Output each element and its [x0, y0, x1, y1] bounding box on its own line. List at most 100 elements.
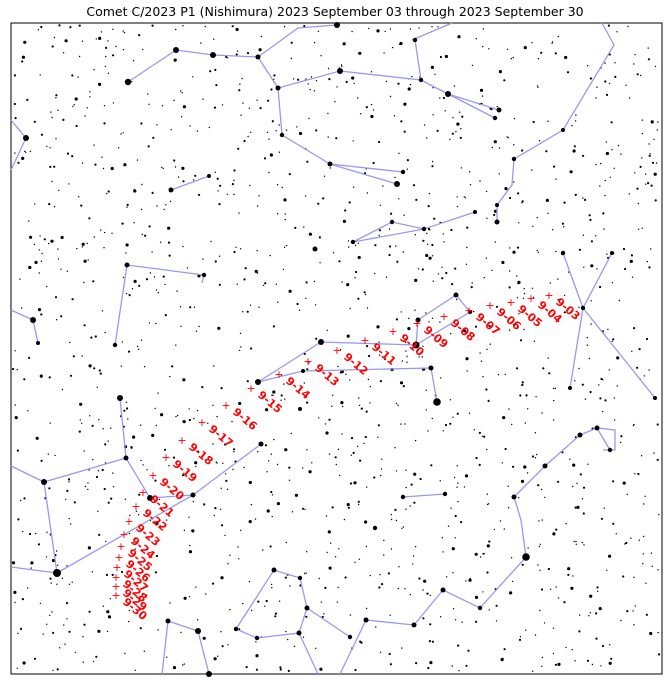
star — [288, 466, 291, 469]
star — [569, 170, 573, 174]
star — [33, 120, 36, 123]
star — [88, 217, 91, 220]
star — [307, 83, 309, 85]
star — [426, 232, 428, 235]
star — [389, 245, 392, 248]
star — [464, 474, 469, 478]
star — [381, 458, 383, 460]
star — [213, 38, 215, 40]
star — [224, 473, 227, 475]
star — [642, 563, 644, 565]
star — [112, 28, 114, 30]
star — [618, 299, 621, 302]
star — [111, 573, 114, 577]
star — [426, 137, 428, 139]
star — [168, 465, 170, 467]
star — [319, 262, 321, 264]
star — [14, 350, 16, 352]
star — [23, 40, 27, 44]
star — [366, 192, 369, 194]
star — [394, 176, 396, 179]
star — [650, 248, 652, 250]
star — [104, 331, 106, 334]
star — [485, 388, 488, 391]
comet-position-marker: + — [274, 368, 283, 381]
star — [217, 655, 219, 657]
star — [454, 514, 457, 518]
star — [173, 58, 177, 62]
star — [25, 151, 27, 153]
star — [644, 173, 647, 175]
star — [275, 283, 278, 285]
star — [306, 551, 308, 553]
star — [283, 383, 285, 385]
star — [177, 414, 179, 417]
bright-star — [415, 317, 421, 323]
star — [46, 623, 48, 625]
star — [554, 663, 558, 666]
star — [466, 370, 468, 372]
star — [182, 378, 186, 382]
star — [604, 194, 606, 197]
star — [471, 64, 474, 67]
star — [469, 184, 472, 186]
bright-star — [473, 210, 477, 214]
star — [355, 270, 358, 274]
star — [341, 433, 343, 435]
bright-star — [190, 492, 196, 498]
star — [219, 184, 222, 187]
star — [610, 121, 613, 124]
star — [582, 154, 585, 157]
bright-star — [560, 250, 566, 256]
star — [38, 272, 40, 274]
star — [456, 205, 459, 208]
star — [633, 576, 635, 578]
bright-star — [389, 219, 395, 225]
star — [189, 306, 192, 309]
star — [451, 132, 454, 135]
star — [68, 583, 71, 585]
star — [479, 88, 484, 92]
star — [151, 433, 155, 437]
star — [93, 236, 96, 238]
star — [87, 546, 91, 550]
star — [275, 130, 277, 132]
star — [14, 404, 16, 406]
star — [620, 435, 623, 438]
star — [641, 119, 644, 121]
star — [575, 114, 577, 116]
star — [257, 600, 260, 603]
star — [616, 356, 620, 360]
star — [87, 482, 89, 484]
star — [298, 131, 303, 136]
star — [649, 631, 653, 636]
star — [62, 52, 65, 54]
star — [158, 498, 161, 501]
star — [525, 394, 528, 397]
star — [308, 470, 312, 474]
star — [388, 253, 391, 257]
star — [551, 229, 554, 231]
star — [482, 28, 484, 30]
star — [71, 298, 74, 301]
star — [395, 245, 397, 247]
star — [605, 141, 607, 143]
star — [491, 146, 493, 149]
star — [465, 664, 468, 667]
star — [555, 178, 557, 180]
star — [483, 277, 485, 279]
star — [29, 235, 33, 239]
star — [283, 198, 287, 202]
star — [60, 315, 63, 318]
star — [612, 338, 615, 341]
star — [651, 565, 653, 567]
comet-position-marker: + — [464, 304, 473, 317]
star — [134, 548, 136, 550]
star — [71, 74, 74, 77]
star — [327, 136, 329, 138]
star — [22, 661, 26, 665]
star — [63, 624, 65, 626]
star — [176, 290, 178, 292]
star — [481, 435, 484, 437]
star — [395, 470, 398, 472]
